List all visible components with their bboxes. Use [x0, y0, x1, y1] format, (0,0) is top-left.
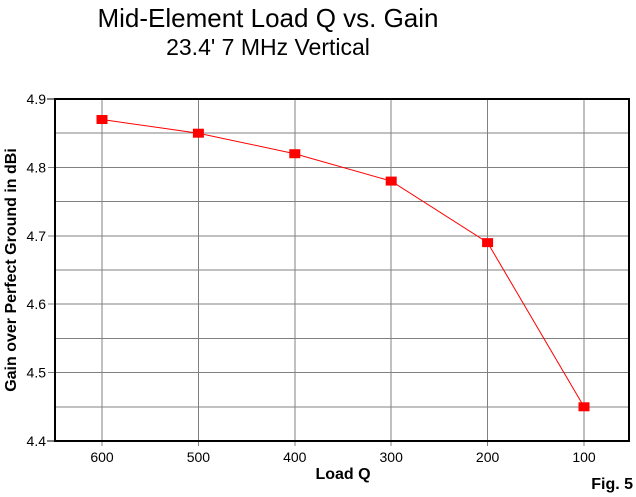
x-tick-label: 600 [90, 449, 114, 465]
x-axis-label: Load Q [315, 466, 371, 483]
data-point-marker [192, 128, 204, 138]
chart-subtitle: 23.4' 7 MHz Vertical [166, 34, 370, 60]
y-tick-label: 4.9 [27, 91, 47, 107]
y-tick-label: 4.7 [27, 228, 47, 244]
data-line [101, 119, 585, 408]
data-point-marker [289, 149, 301, 159]
data-point-marker [578, 402, 590, 412]
y-tick-label: 4.5 [27, 365, 47, 381]
data-point-marker [385, 176, 397, 186]
x-tick-label: 200 [476, 449, 500, 465]
x-tick-label: 300 [380, 449, 404, 465]
x-tick-label: 400 [283, 449, 307, 465]
data-point-marker [482, 238, 494, 248]
y-tick-label: 4.4 [27, 433, 47, 449]
data-point-marker [96, 115, 108, 125]
figure-number-label: Fig. 5 [591, 476, 633, 493]
chart-title-block: Mid-Element Load Q vs. Gain 23.4' 7 MHz … [0, 3, 536, 61]
x-tick-label: 500 [187, 449, 211, 465]
chart-title: Mid-Element Load Q vs. Gain [97, 3, 439, 33]
axis-box [54, 98, 630, 442]
y-tick-label: 4.6 [27, 296, 47, 312]
x-tick-label: 100 [572, 449, 596, 465]
y-tick-label: 4.8 [27, 159, 47, 175]
